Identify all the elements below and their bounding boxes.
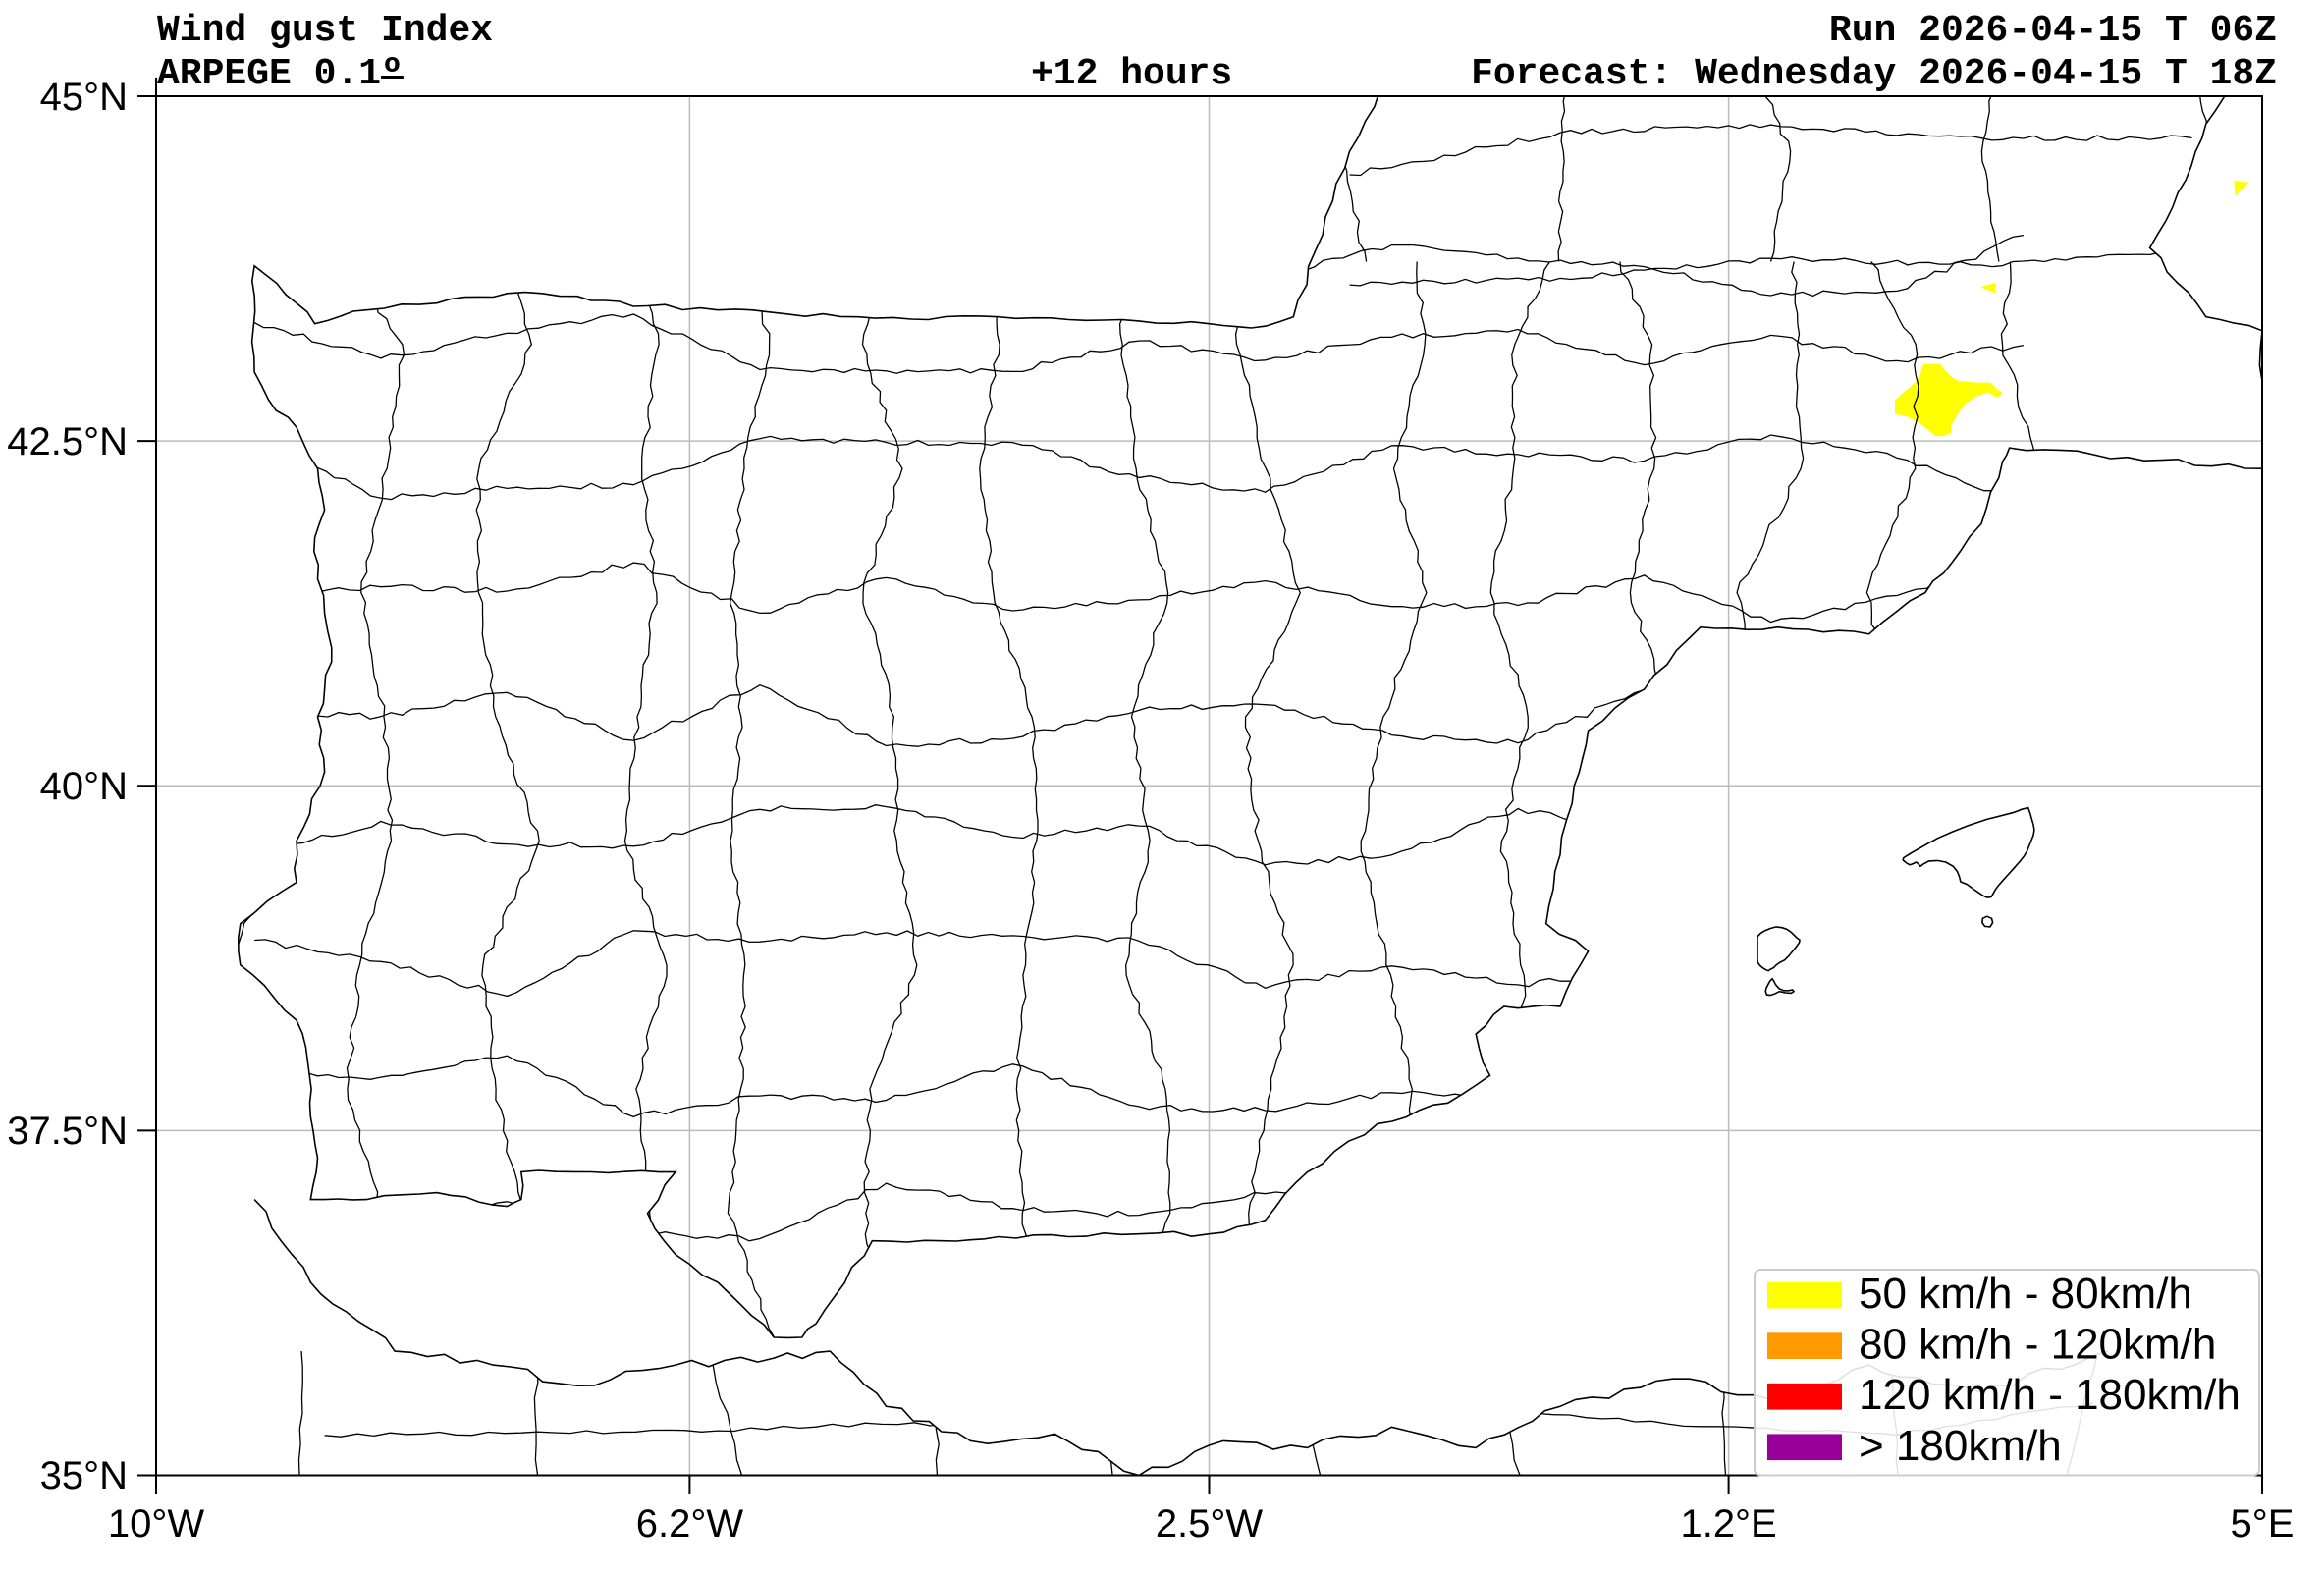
svg-text:5°E: 5°E xyxy=(2231,1502,2295,1546)
svg-text:10°W: 10°W xyxy=(108,1502,204,1546)
svg-text:45°N: 45°N xyxy=(40,76,128,119)
svg-text:1.2°E: 1.2°E xyxy=(1680,1502,1776,1546)
svg-text:40°N: 40°N xyxy=(40,765,128,808)
svg-text:37.5°N: 37.5°N xyxy=(7,1110,128,1153)
svg-text:80 km/h - 120km/h: 80 km/h - 120km/h xyxy=(1859,1321,2216,1369)
svg-text:120 km/h - 180km/h: 120 km/h - 180km/h xyxy=(1859,1371,2241,1419)
svg-text:35°N: 35°N xyxy=(40,1454,128,1497)
svg-text:42.5°N: 42.5°N xyxy=(7,420,128,463)
svg-text:> 180km/h: > 180km/h xyxy=(1859,1422,2062,1470)
svg-text:6.2°W: 6.2°W xyxy=(636,1502,744,1546)
svg-text:50 km/h - 80km/h: 50 km/h - 80km/h xyxy=(1859,1270,2192,1318)
svg-text:2.5°W: 2.5°W xyxy=(1156,1502,1264,1546)
